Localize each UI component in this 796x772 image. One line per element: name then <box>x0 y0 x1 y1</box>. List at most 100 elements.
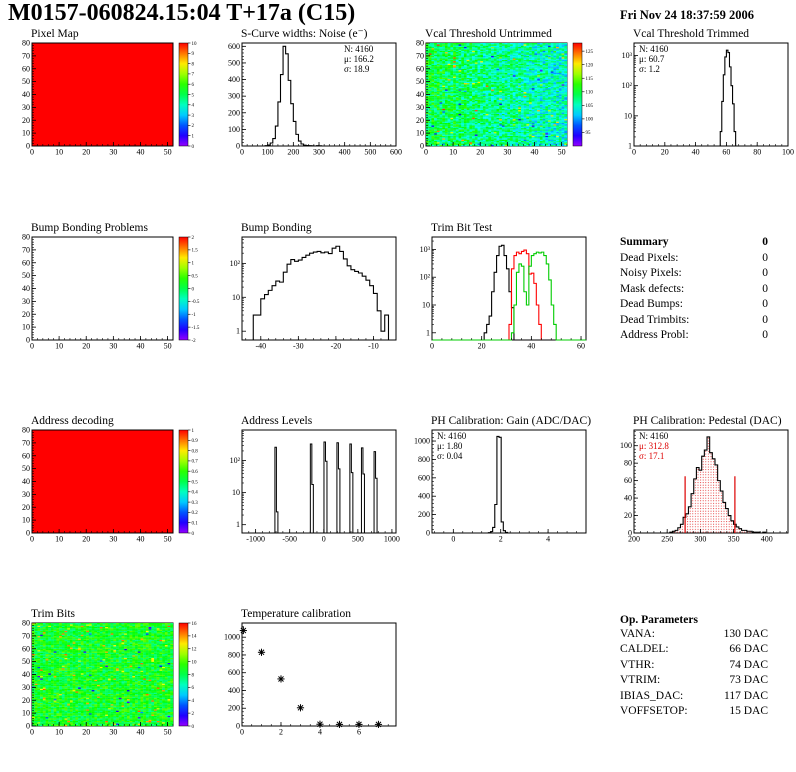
address-decoding-chart: 00.10.20.30.40.50.60.70.80.910 10 20 30 40 50… <box>22 426 199 544</box>
svg-text:20: 20 <box>416 116 424 125</box>
plot-title: Address decoding <box>31 415 114 427</box>
svg-text:50: 50 <box>558 148 566 157</box>
plot-title: Vcal Threshold Trimmed <box>633 28 750 40</box>
svg-text:100: 100 <box>262 148 274 157</box>
svg-text:0: 0 <box>322 535 326 544</box>
svg-text:-1: -1 <box>192 313 197 318</box>
svg-text:10: 10 <box>22 323 30 332</box>
svg-text:0: 0 <box>30 148 34 157</box>
svg-text:30: 30 <box>109 342 117 351</box>
svg-text:30: 30 <box>22 103 30 112</box>
op-parameters-panel: Op. Parameters VANA: 130 DAC CALDEL: 66 DA… <box>620 614 768 719</box>
svg-text:50: 50 <box>22 464 30 473</box>
vcal-trimmed-plot: Vcal Threshold Trimmed 0 20 40 60 80 100 1 10 10… <box>606 28 796 170</box>
svg-text:0: 0 <box>26 529 30 538</box>
svg-text:0: 0 <box>30 535 34 544</box>
svg-text:500: 500 <box>352 535 364 544</box>
svg-text:μ: 166.2: μ: 166.2 <box>344 54 374 64</box>
svg-text:80: 80 <box>22 233 30 242</box>
svg-text:500: 500 <box>364 148 376 157</box>
scurve-noise-plot: S-Curve widths: Noise (e⁻) 0 100 200 300 400… <box>214 28 406 170</box>
svg-text:20: 20 <box>82 148 90 157</box>
pixel-map-chart: 0 1 2 3 4 5 6 7 8 9 10 0 10 20 30 40 50 0 10 20 30 40 50 60 70 80 <box>22 39 197 157</box>
svg-text:-500: -500 <box>282 535 297 544</box>
svg-text:-0.5: -0.5 <box>192 300 200 305</box>
svg-text:9: 9 <box>192 52 195 57</box>
svg-text:125: 125 <box>586 50 594 55</box>
svg-text:70: 70 <box>22 245 30 254</box>
address-levels-plot: Address Levels -1000 -500 0 500 1000 1 10 10² <box>214 415 406 557</box>
svg-text:1.5: 1.5 <box>192 249 199 254</box>
op-parameter-row: VTRIM: 73 DAC <box>620 674 768 687</box>
svg-text:1: 1 <box>628 142 632 151</box>
svg-text:6: 6 <box>192 83 195 88</box>
summary-total: 0 <box>762 236 768 248</box>
svg-text:σ: 18.9: σ: 18.9 <box>344 64 370 74</box>
svg-text:95: 95 <box>586 131 592 136</box>
svg-text:0: 0 <box>240 148 244 157</box>
svg-text:0: 0 <box>430 342 434 351</box>
svg-text:0.8: 0.8 <box>192 449 199 454</box>
svg-text:0: 0 <box>424 148 428 157</box>
svg-text:30: 30 <box>416 103 424 112</box>
address-decoding-plot: Address decoding 0 0.1 0.2 0.3 0.4 0.5 0.6 0.7 0… <box>10 415 202 557</box>
svg-text:105: 105 <box>586 104 594 109</box>
vcal-untrimmed-chart: 95 100 105 110 115 120 125 0 10 20 30 40 50 0 10 20 30 40… <box>416 39 594 157</box>
svg-text:1: 1 <box>236 327 240 336</box>
svg-text:40: 40 <box>416 90 424 99</box>
svg-text:40: 40 <box>136 342 144 351</box>
svg-text:60: 60 <box>416 64 424 73</box>
svg-text:400: 400 <box>228 75 240 84</box>
svg-text:10: 10 <box>449 148 457 157</box>
svg-text:10: 10 <box>624 111 632 120</box>
svg-text:8: 8 <box>192 62 195 67</box>
trim-bits-plot: Trim Bits 0 2 4 6 8 10 12 14 16 0 10 20 30 40 50 0 10 20 3… <box>10 608 202 750</box>
svg-text:10: 10 <box>22 516 30 525</box>
svg-text:80: 80 <box>416 39 424 48</box>
svg-text:70: 70 <box>416 51 424 60</box>
svg-text:20: 20 <box>476 148 484 157</box>
timestamp: Fri Nov 24 18:37:59 2006 <box>620 8 755 22</box>
summary-row: Dead Bumps: 0 <box>620 298 768 311</box>
svg-text:40: 40 <box>136 148 144 157</box>
page-title: M0157-060824.15:04 T+17a (C15) <box>8 0 356 26</box>
svg-text:7: 7 <box>192 73 195 78</box>
svg-text:115: 115 <box>586 77 594 82</box>
op-parameter-row: IBIAS_DAC: 117 DAC <box>620 689 768 702</box>
plot-title: Trim Bit Test <box>431 222 493 234</box>
svg-text:110: 110 <box>586 91 594 96</box>
svg-text:2: 2 <box>192 124 195 129</box>
svg-text:-1000: -1000 <box>246 535 265 544</box>
svg-text:400: 400 <box>339 148 351 157</box>
svg-text:40: 40 <box>136 535 144 544</box>
plot-title: Temperature calibration <box>241 608 351 620</box>
svg-text:-30: -30 <box>293 342 304 351</box>
svg-text:80: 80 <box>753 148 761 157</box>
svg-text:30: 30 <box>503 148 511 157</box>
svg-text:20: 20 <box>478 342 486 351</box>
svg-text:20: 20 <box>22 310 30 319</box>
svg-text:40: 40 <box>22 477 30 486</box>
temperature-calibration-plot: Temperature calibration 0 2 4 6 0 200 400 600 80… <box>214 608 406 750</box>
svg-text:10: 10 <box>55 148 63 157</box>
pixel-map-plot: Pixel Map 0 1 2 3 4 5 6 7 8 9 10 0 10 20 30 40 50 0 10 20 30… <box>10 28 202 170</box>
svg-text:40: 40 <box>527 342 535 351</box>
plot-title: Bump Bonding <box>241 222 312 234</box>
svg-text:0: 0 <box>30 342 34 351</box>
svg-text:30: 30 <box>109 148 117 157</box>
svg-text:80: 80 <box>22 39 30 48</box>
svg-text:300: 300 <box>313 148 325 157</box>
summary-row: Dead Pixels: 0 <box>620 252 768 264</box>
svg-text:20: 20 <box>22 116 30 125</box>
plot-title: Bump Bonding Problems <box>31 222 148 234</box>
op-parameters-title: Op. Parameters <box>620 614 698 626</box>
scurve-noise-chart: 0 100 200 300 400 500 600 0 100 200 300 400 500 600 N:… <box>228 42 402 157</box>
svg-text:10: 10 <box>422 300 430 309</box>
svg-text:10²: 10² <box>230 259 241 268</box>
trim-bit-test-plot: Trim Bit Test 0 20 40 60 1 10 10² 10³ <box>404 222 596 364</box>
svg-text:200: 200 <box>287 148 299 157</box>
svg-text:20: 20 <box>82 535 90 544</box>
